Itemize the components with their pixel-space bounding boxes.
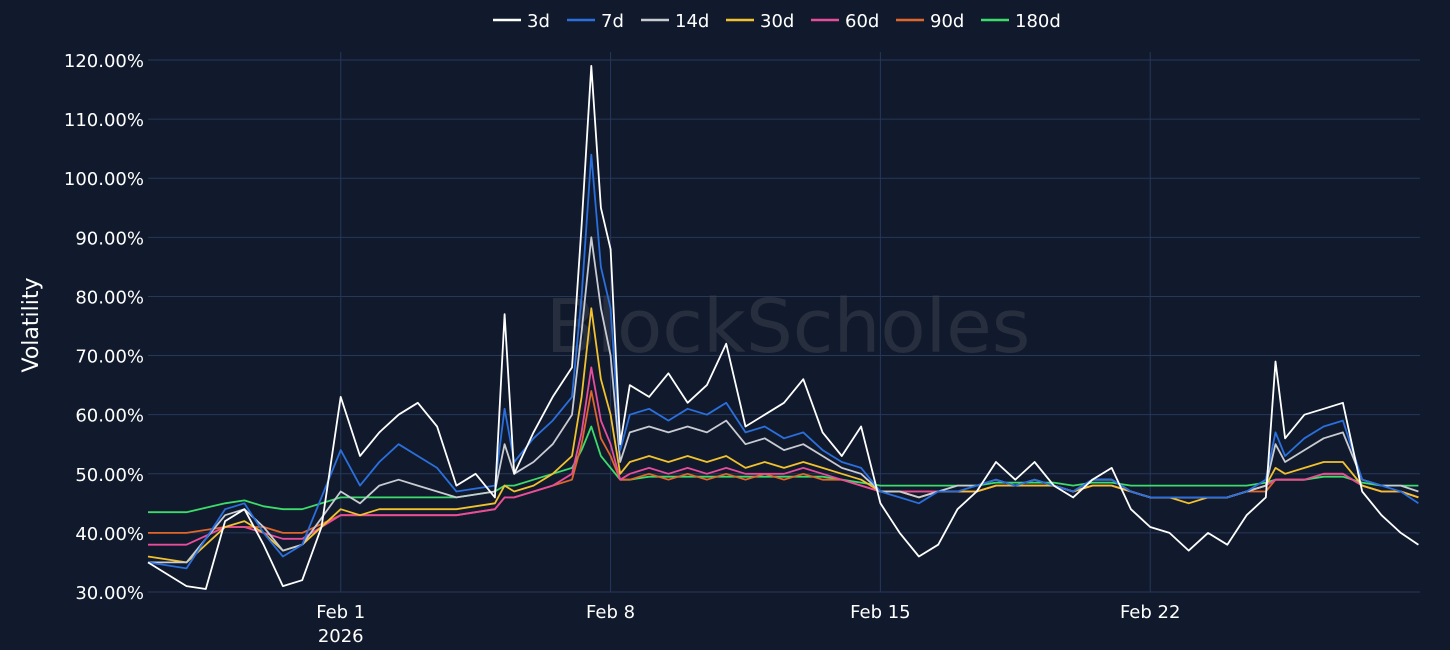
y-axis: 30.00% 40.00% 50.00% 60.00% 70.00% 80.00% 90.0… xyxy=(64,51,144,604)
x-tick-label: Feb 15 xyxy=(850,602,911,623)
legend-label: 3d xyxy=(527,11,550,32)
legend-item-90d[interactable]: 90d xyxy=(896,11,964,32)
y-tick-label: 60.00% xyxy=(75,406,144,427)
legend-label: 14d xyxy=(675,11,709,32)
y-tick-label: 80.00% xyxy=(75,287,144,308)
legend-label: 90d xyxy=(930,11,964,32)
legend-label: 60d xyxy=(845,11,879,32)
x-tick-label: Feb 8 xyxy=(586,602,635,623)
grid xyxy=(148,52,1420,593)
watermark: BlockScholes xyxy=(546,284,1031,370)
series-layer xyxy=(147,65,1419,590)
legend-item-14d[interactable]: 14d xyxy=(641,11,709,32)
x-tick-sublabel: 2026 xyxy=(318,626,364,647)
x-tick-label: Feb 1 xyxy=(316,602,365,623)
y-tick-label: 110.00% xyxy=(64,110,144,131)
y-tick-label: 30.00% xyxy=(75,583,144,604)
legend-item-30d[interactable]: 30d xyxy=(726,11,794,32)
legend-label: 180d xyxy=(1015,11,1061,32)
x-tick-label: Feb 22 xyxy=(1120,602,1181,623)
legend-label: 7d xyxy=(601,11,624,32)
legend-item-7d[interactable]: 7d xyxy=(567,11,624,32)
y-tick-label: 90.00% xyxy=(75,228,144,249)
legend: 3d 7d 14d 30d 60d 90d 180d xyxy=(493,11,1061,32)
series-line-7d xyxy=(147,153,1419,570)
y-tick-label: 70.00% xyxy=(75,347,144,368)
series-line-3d xyxy=(147,65,1419,590)
y-tick-label: 50.00% xyxy=(75,465,144,486)
y-tick-label: 40.00% xyxy=(75,524,144,545)
x-axis: Feb 1 2026 Feb 8 Feb 15 Feb 22 xyxy=(316,602,1180,647)
legend-item-60d[interactable]: 60d xyxy=(811,11,879,32)
y-tick-label: 100.00% xyxy=(64,169,144,190)
legend-label: 30d xyxy=(760,11,794,32)
legend-item-3d[interactable]: 3d xyxy=(493,11,550,32)
y-axis-title: Volatility xyxy=(19,277,44,372)
series-line-180d xyxy=(148,425,1419,514)
legend-item-180d[interactable]: 180d xyxy=(981,11,1061,32)
y-tick-label: 120.00% xyxy=(64,51,144,72)
